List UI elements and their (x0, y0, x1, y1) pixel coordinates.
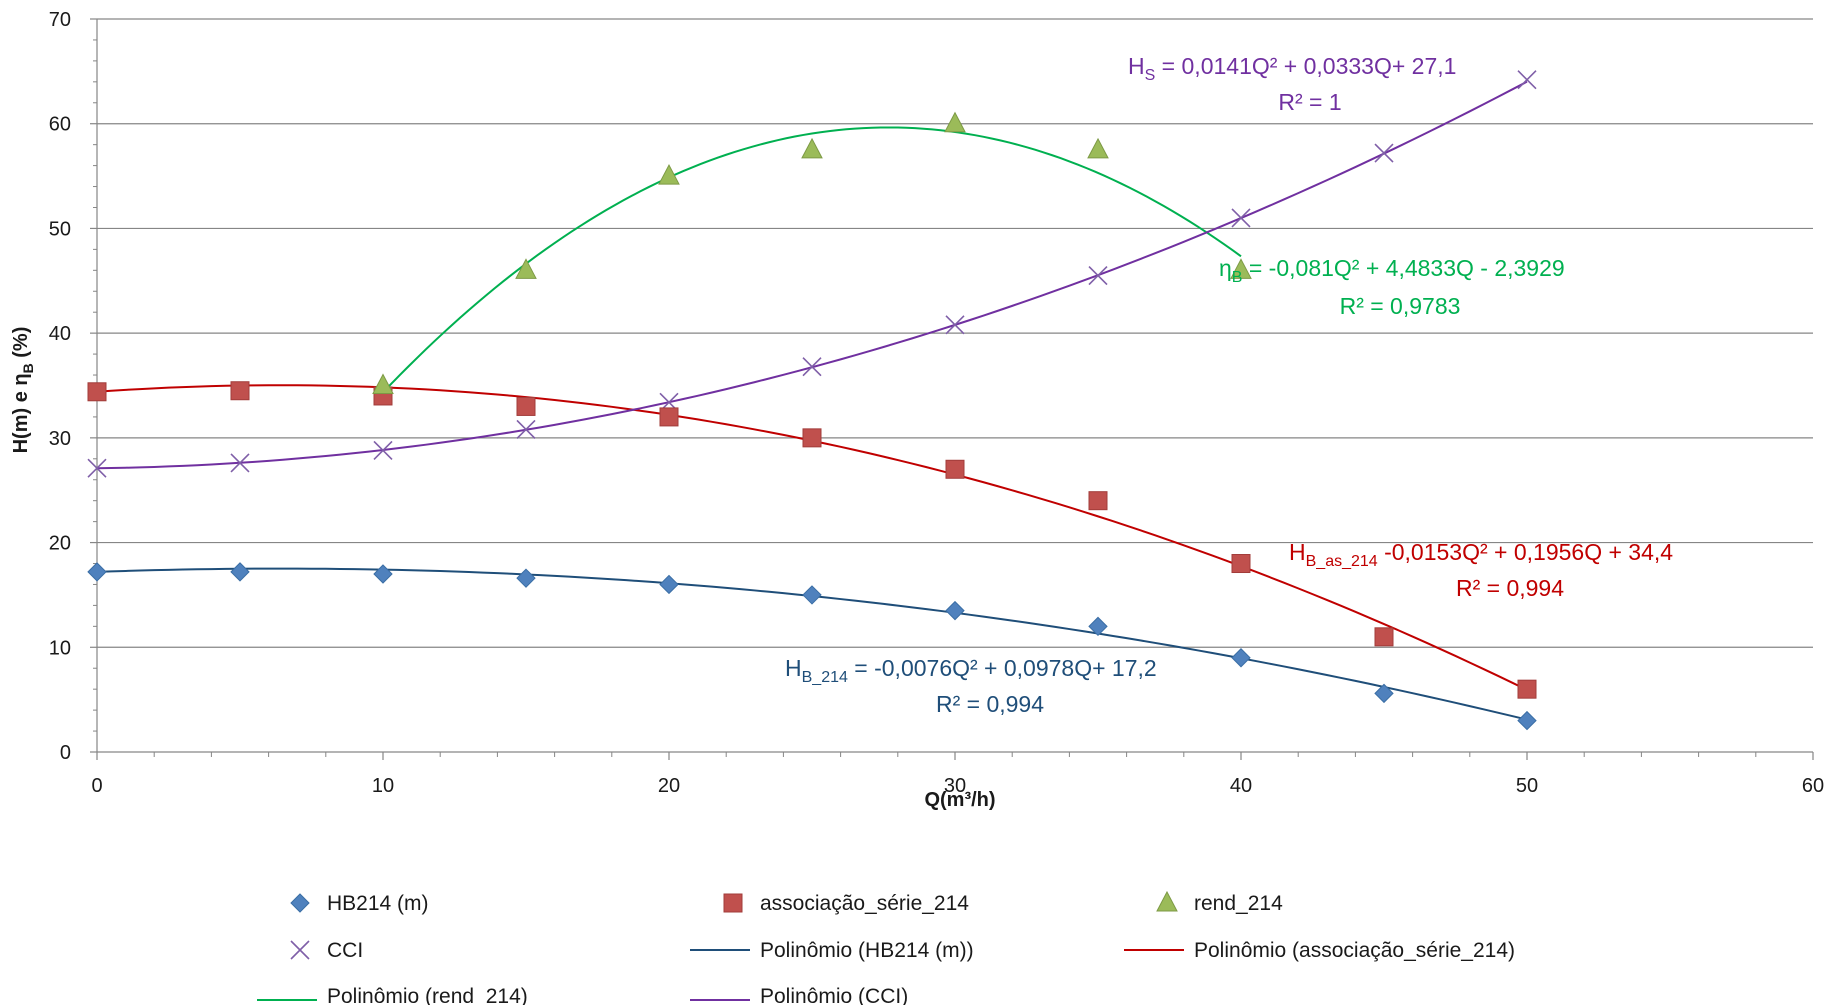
data-point-cci (230, 453, 250, 473)
legend-label-rend: rend_214 (1194, 892, 1283, 915)
annotation-hb-r2: R² = 0,994 (936, 691, 1044, 717)
data-point-hb214 (87, 562, 107, 582)
data-point-cci (373, 440, 393, 460)
data-point-associacao (230, 381, 250, 401)
legend-label-hb214: HB214 (m) (327, 892, 429, 915)
data-point-rend (1087, 137, 1109, 159)
data-point-hb214 (945, 600, 965, 621)
legend-marker (290, 893, 310, 913)
x-tick-label: 40 (1230, 775, 1252, 797)
data-point-cci (802, 357, 822, 377)
y-tick-label: 70 (49, 9, 71, 31)
data-point-hb214 (1231, 648, 1251, 668)
legend-label-poly-cci: Polinômio (CCI) (760, 985, 908, 1005)
legend-label-poly-rend: Polinômio (rend_214) (327, 985, 528, 1005)
data-markers (87, 70, 1537, 731)
data-point-rend (515, 258, 537, 279)
legend-item-associacao: associação_série_214 (723, 892, 969, 915)
data-point-associacao (659, 407, 679, 427)
legend-item-rend: rend_214 (1156, 890, 1283, 915)
annotation-cci-r2: R² = 1 (1278, 89, 1341, 115)
data-point-hb214 (659, 574, 679, 595)
data-point-associacao (1374, 627, 1394, 647)
x-tick-label: 50 (1516, 775, 1538, 797)
x-tick-label: 20 (658, 775, 680, 797)
legend-label-poly-associacao: Polinômio (associação_série_214) (1194, 939, 1515, 962)
data-point-associacao (1088, 491, 1108, 511)
data-point-cci (87, 458, 107, 478)
legend: HB214 (m) associação_série_214 rend_214 … (257, 890, 1515, 1005)
legend-label-poly-hb214: Polinômio (HB214 (m)) (760, 939, 974, 962)
x-tick-label: 10 (372, 775, 394, 797)
data-point-hb214 (802, 585, 822, 605)
data-point-cci (516, 419, 536, 440)
y-axis-title: H(m) e ηB (%) (10, 327, 36, 454)
legend-item-poly-cci: Polinômio (CCI) (690, 985, 908, 1005)
y-tick-label: 30 (49, 428, 71, 450)
legend-marker (290, 940, 310, 960)
annotation-rend-r2: R² = 0,9783 (1340, 293, 1461, 319)
tick-labels: 0 10 20 30 40 50 60 70 0 10 20 30 40 50 60 (49, 9, 1824, 797)
x-tick-label: 0 (91, 775, 102, 797)
legend-item-poly-hb214: Polinômio (HB214 (m)) (690, 939, 974, 962)
data-point-rend (1230, 258, 1252, 279)
annotation-hb-equation: HB_214 = -0,0076Q² + 0,0978Q+ 17,2 (785, 655, 1157, 686)
annotation-rend-equation: ηB = -0,081Q² + 4,4833Q - 2,3929 (1219, 255, 1565, 286)
trendlines (96, 80, 1528, 721)
legend-x-icon (290, 940, 310, 960)
x-tick-label: 60 (1802, 775, 1824, 797)
data-point-hb214 (516, 568, 536, 588)
data-point-rend (944, 111, 966, 133)
trendline-rend (382, 126, 1242, 394)
data-point-associacao (516, 396, 536, 416)
data-point-cci (1088, 265, 1108, 286)
legend-item-hb214: HB214 (m) (290, 892, 429, 915)
y-tick-label: 10 (49, 637, 71, 659)
legend-diamond-icon (290, 893, 310, 913)
y-tick-label: 60 (49, 114, 71, 136)
data-point-associacao (87, 382, 107, 402)
data-point-hb214 (230, 562, 250, 582)
legend-item-poly-associacao: Polinômio (associação_série_214) (1124, 939, 1515, 962)
data-point-rend (801, 137, 823, 159)
data-point-rend (372, 373, 394, 394)
y-tick-label: 40 (49, 323, 71, 345)
data-point-cci (1231, 208, 1251, 228)
data-point-associacao (1517, 679, 1537, 699)
data-point-cci (1517, 70, 1537, 90)
data-point-associacao (945, 459, 965, 479)
legend-marker (1156, 890, 1178, 912)
legend-label-associacao: associação_série_214 (760, 892, 969, 915)
data-point-associacao (802, 428, 822, 448)
data-point-hb214 (1088, 616, 1108, 637)
legend-label-cci: CCI (327, 939, 363, 962)
legend-square-icon (723, 893, 743, 913)
x-axis-title: Q(m³/h) (924, 789, 995, 811)
y-tick-label: 20 (49, 533, 71, 555)
annotation-assoc-equation: HB_as_214 -0,0153Q² + 0,1956Q + 34,4 (1289, 539, 1673, 570)
legend-item-cci: CCI (290, 939, 363, 962)
x-tick-label: 30 (944, 775, 966, 797)
y-tick-label: 50 (49, 218, 71, 240)
data-point-hb214 (1517, 710, 1537, 731)
annotation-assoc-r2: R² = 0,994 (1456, 575, 1564, 601)
data-point-hb214 (1374, 683, 1394, 704)
data-point-cci (1374, 143, 1394, 163)
legend-item-poly-rend: Polinômio (rend_214) (257, 985, 528, 1005)
data-point-associacao (1231, 554, 1251, 574)
data-point-hb214 (373, 564, 393, 584)
legend-triangle-icon (1156, 890, 1178, 912)
legend-marker (723, 893, 743, 913)
annotation-cci-equation: HS = 0,0141Q² + 0,0333Q+ 27,1 (1128, 53, 1456, 84)
y-tick-label: 0 (60, 742, 71, 764)
data-point-cci (945, 315, 965, 335)
data-point-rend (658, 163, 680, 185)
